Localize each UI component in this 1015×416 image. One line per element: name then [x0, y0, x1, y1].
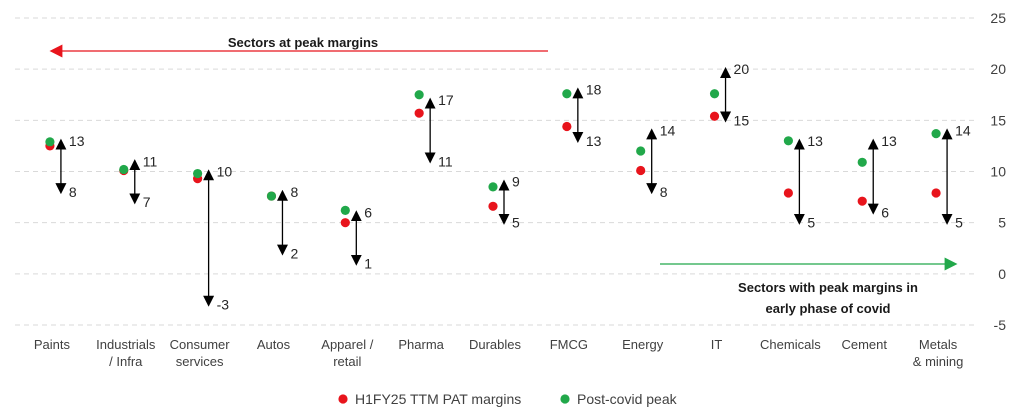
legend-marker: [338, 394, 348, 404]
current-margin-point: [636, 165, 646, 176]
current-margin-point: [340, 218, 350, 228]
post-covid-peak-point: [857, 157, 867, 167]
range-high-label: 14: [955, 123, 971, 139]
range-low-label: 2: [290, 245, 298, 261]
y-tick-label-0: 0: [998, 266, 1006, 282]
annotation-peak-margins: Sectors at peak margins: [228, 35, 378, 50]
x-category-label: Chemicals: [760, 337, 821, 352]
y-tick-label-10: 10: [990, 164, 1006, 180]
x-category-label: Pharma: [398, 337, 444, 352]
post-covid-peak-point: [562, 89, 572, 99]
legend-label: H1FY25 TTM PAT margins: [355, 391, 521, 407]
x-category-label: Industrials: [96, 337, 156, 352]
current-margin-point: [931, 188, 941, 198]
range-low-label: 5: [512, 215, 520, 231]
current-margin-point: [857, 196, 867, 206]
post-covid-peak-point: [709, 89, 720, 99]
current-margin-point: [562, 121, 572, 132]
current-margin-point: [709, 111, 720, 121]
x-category-label: Cement: [841, 337, 887, 352]
x-category-label: Energy: [622, 337, 664, 352]
range-high-label: 20: [734, 61, 750, 77]
post-covid-peak-point: [783, 136, 793, 146]
range-low-label: 11: [438, 153, 453, 169]
range-high-label: 10: [217, 164, 233, 180]
post-covid-peak-point: [266, 191, 277, 201]
post-covid-peak-point: [193, 168, 203, 179]
range-high-label: 11: [143, 153, 158, 169]
range-low-label: 1: [364, 256, 372, 272]
range-high-label: 14: [660, 123, 676, 139]
range-high-label: 13: [807, 133, 823, 149]
range-high-label: 6: [364, 204, 372, 220]
range-high-label: 8: [290, 184, 298, 200]
post-covid-peak-point: [45, 137, 55, 147]
y-tick-label--5: -5: [994, 317, 1007, 333]
y-tick-label-25: 25: [990, 10, 1006, 26]
x-category-label: Apparel /: [321, 337, 373, 352]
y-tick-label-15: 15: [990, 112, 1006, 128]
range-high-label: 13: [69, 133, 85, 149]
range-high-label: 17: [438, 92, 454, 108]
x-category-label: Autos: [257, 337, 291, 352]
legend-label: Post-covid peak: [577, 391, 678, 407]
x-category-label: Metals: [919, 337, 958, 352]
range-low-label: 15: [734, 112, 750, 128]
range-high-label: 18: [586, 82, 602, 98]
range-low-label: 8: [69, 184, 77, 200]
x-category-label: Consumer: [170, 337, 231, 352]
annotation-early-covid: early phase of covid: [766, 301, 891, 316]
range-low-label: 5: [807, 215, 815, 231]
range-low-label: 13: [586, 133, 602, 149]
range-high-label: 9: [512, 174, 520, 190]
x-category-label: & mining: [913, 354, 964, 369]
y-tick-label-5: 5: [998, 215, 1006, 231]
post-covid-peak-point: [636, 146, 646, 156]
current-margin-point: [488, 201, 498, 211]
x-category-label: Paints: [34, 337, 71, 352]
current-margin-point: [783, 188, 793, 198]
range-low-label: 8: [660, 184, 668, 200]
range-high-label: 13: [881, 133, 897, 149]
range-low-label: 7: [143, 194, 151, 210]
y-tick-label-20: 20: [990, 61, 1006, 77]
annotation-early-covid: Sectors with peak margins in: [738, 280, 918, 295]
post-covid-peak-point: [340, 205, 350, 215]
range-low-label: -3: [217, 297, 230, 313]
current-margin-point: [414, 108, 424, 118]
range-low-label: 6: [881, 204, 889, 220]
x-category-label: retail: [333, 354, 361, 369]
range-low-label: 5: [955, 215, 963, 231]
x-category-label: Durables: [469, 337, 522, 352]
x-category-label: services: [176, 354, 224, 369]
x-category-label: / Infra: [109, 354, 143, 369]
legend-marker: [560, 394, 570, 404]
x-category-label: IT: [711, 337, 723, 352]
post-covid-peak-point: [414, 90, 424, 100]
x-category-label: FMCG: [550, 337, 588, 352]
post-covid-peak-point: [488, 182, 498, 192]
post-covid-peak-point: [931, 129, 941, 139]
post-covid-peak-point: [119, 164, 129, 175]
